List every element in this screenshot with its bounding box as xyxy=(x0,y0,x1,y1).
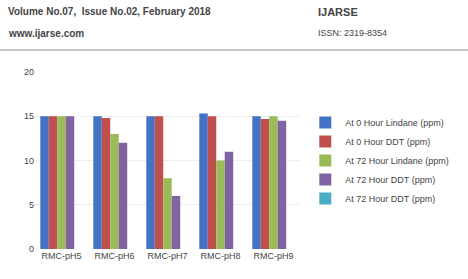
svg-text:RMC-pH9: RMC-pH9 xyxy=(253,251,293,261)
svg-text:RMC-pH5: RMC-pH5 xyxy=(41,251,81,261)
svg-text:20: 20 xyxy=(24,67,34,77)
svg-text:ISSN: 2319-8354: ISSN: 2319-8354 xyxy=(318,28,387,38)
svg-text:At 0 Hour DDT (ppm): At 0 Hour DDT (ppm) xyxy=(345,137,430,147)
svg-text:15: 15 xyxy=(24,111,34,121)
svg-text:Volume No.07, Issue No.02, Fe: Volume No.07, Issue No.02, February 2018 xyxy=(8,6,211,17)
svg-text:RMC-pH7: RMC-pH7 xyxy=(147,251,187,261)
svg-text:At 72 Hour DDT (ppm): At 72 Hour DDT (ppm) xyxy=(345,175,435,185)
svg-text:10: 10 xyxy=(24,156,34,166)
svg-text:5: 5 xyxy=(29,200,34,210)
svg-text:At 0 Hour Lindane (ppm): At 0 Hour Lindane (ppm) xyxy=(345,118,444,128)
svg-text:RMC-pH6: RMC-pH6 xyxy=(94,251,134,261)
svg-text:0: 0 xyxy=(29,244,34,254)
svg-text:IJARSE: IJARSE xyxy=(318,6,358,18)
svg-text:RMC-pH8: RMC-pH8 xyxy=(200,251,240,261)
svg-text:At 72 Hour DDT (ppm): At 72 Hour DDT (ppm) xyxy=(345,194,435,204)
svg-text:At 72 Hour Lindane (ppm): At 72 Hour Lindane (ppm) xyxy=(345,156,449,166)
svg-text:www.ijarse.com: www.ijarse.com xyxy=(8,28,84,39)
